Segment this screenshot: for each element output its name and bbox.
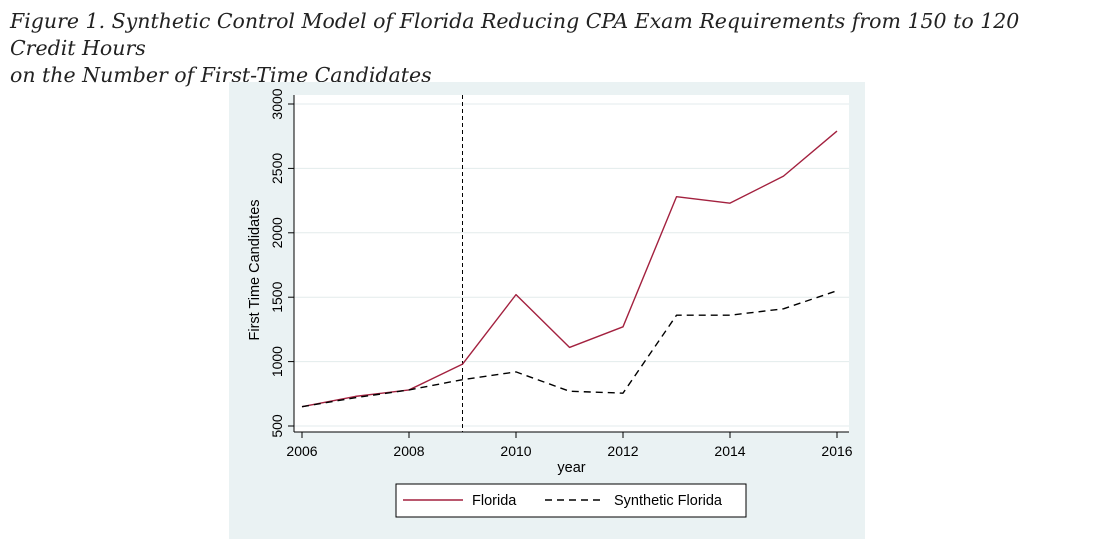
x-tick-label-2006: 2006	[286, 443, 317, 459]
x-tick-label-2010: 2010	[500, 443, 531, 459]
series-lines	[301, 130, 838, 408]
y-tick-label-1000: 1000	[269, 346, 285, 377]
x-tick-label-2016: 2016	[821, 443, 852, 459]
x-tick-label-2012: 2012	[607, 443, 638, 459]
y-tick-label-3000: 3000	[269, 88, 285, 119]
gridlines	[294, 103, 849, 427]
series-line-synthetic-florida	[301, 290, 838, 408]
y-tick-label-1500: 1500	[269, 281, 285, 312]
y-tick-label-500: 500	[269, 414, 285, 438]
legend-label-florida: Florida	[472, 493, 517, 509]
legend: Florida Synthetic Florida	[395, 483, 747, 518]
axes: 500 1000 1500 2000 2500 3000 2006 2008 2010 2012 2…	[269, 88, 853, 459]
caption-line-1: Figure 1. Synthetic Control Model of Flo…	[10, 9, 1020, 60]
y-axis-title: First Time Candidates	[247, 199, 263, 340]
y-tick-label-2000: 2000	[269, 217, 285, 248]
x-tick-label-2008: 2008	[393, 443, 424, 459]
y-tick-label-2500: 2500	[269, 153, 285, 184]
figure-caption: Figure 1. Synthetic Control Model of Flo…	[10, 8, 1090, 89]
legend-label-synthetic: Synthetic Florida	[614, 493, 723, 509]
x-axis-title: year	[557, 460, 585, 476]
plot-area	[294, 95, 849, 432]
x-tick-label-2014: 2014	[714, 443, 745, 459]
